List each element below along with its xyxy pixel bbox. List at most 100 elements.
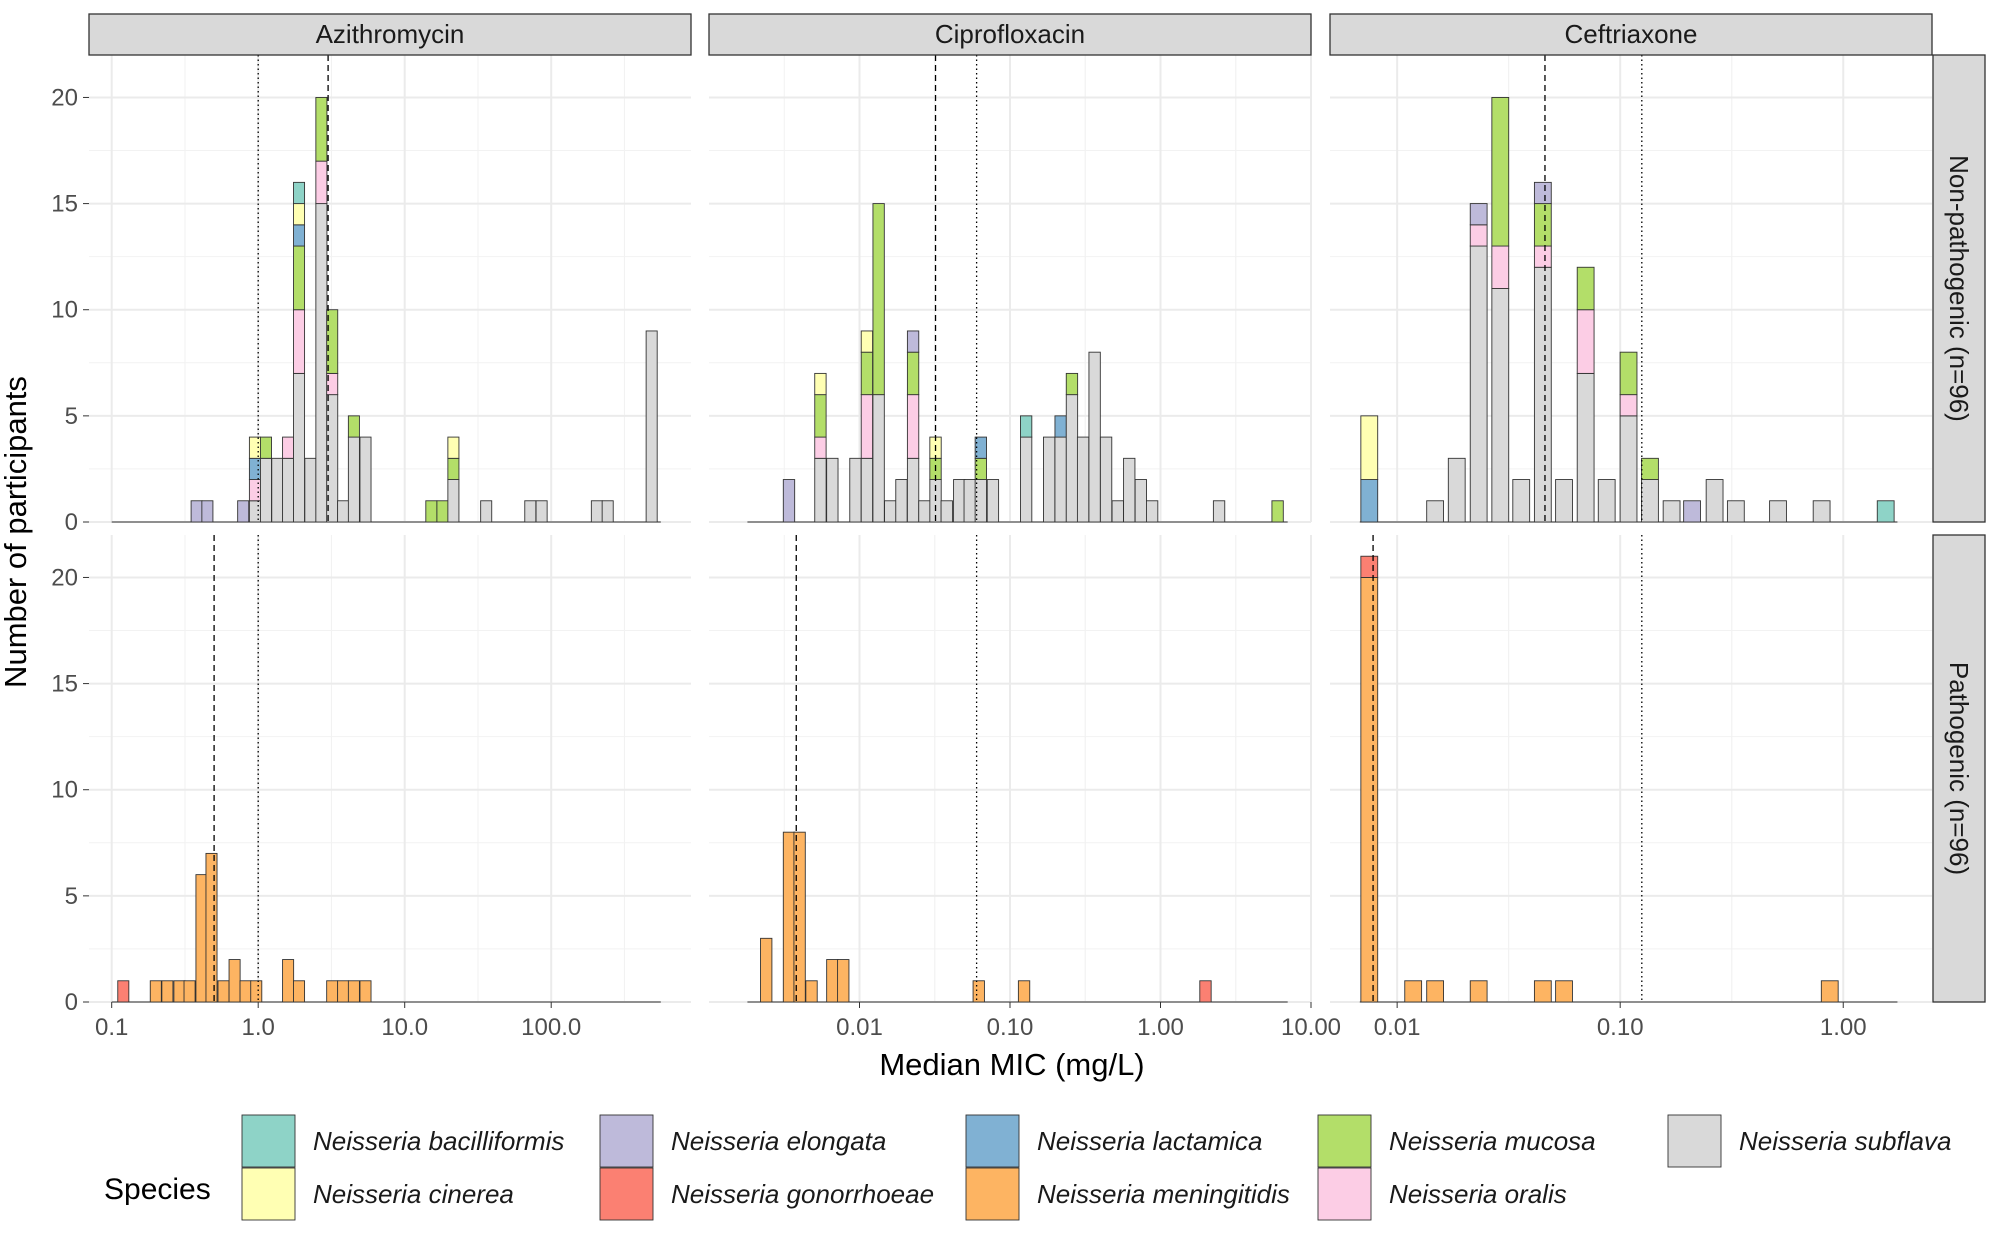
y-tick-label: 15 bbox=[51, 671, 78, 698]
histogram-bar-segment bbox=[1360, 479, 1379, 523]
x-tick-label: 1.0 bbox=[242, 1014, 275, 1041]
histogram-bar-segment bbox=[1812, 500, 1831, 523]
row-strip-label: Pathogenic (n=96) bbox=[1944, 662, 1974, 875]
legend-label: Neisseria cinerea bbox=[313, 1179, 514, 1209]
histogram-bar-segment bbox=[1533, 245, 1552, 268]
histogram-bar-segment bbox=[1447, 457, 1466, 523]
histogram-bar-segment bbox=[315, 203, 328, 523]
legend-item: Neisseria bacilliformis bbox=[241, 1114, 564, 1168]
histogram-bar-segment bbox=[337, 500, 350, 523]
histogram-bar-segment bbox=[782, 831, 796, 1003]
histogram-bar-segment bbox=[161, 980, 174, 1003]
x-tick-label: 1.00 bbox=[1820, 1014, 1867, 1041]
x-tick-label: 1.00 bbox=[1137, 1014, 1184, 1041]
histogram-bar-segment bbox=[895, 479, 908, 523]
histogram-bar-segment bbox=[1054, 415, 1067, 438]
histogram-bar-segment bbox=[282, 436, 295, 459]
histogram-bar-segment bbox=[814, 436, 827, 459]
histogram-bar-segment bbox=[359, 436, 372, 523]
histogram-bar-segment bbox=[1619, 351, 1638, 396]
axis-layer: 0 5 10 15 20 0 5 10 15 20 0.1 1.0 10.0 100.0 0.01 0.10 1… bbox=[51, 84, 1866, 1041]
column-strip-label: Ceftriaxone bbox=[1565, 19, 1698, 49]
y-tick-label: 20 bbox=[51, 84, 78, 111]
y-tick-label: 5 bbox=[65, 883, 78, 910]
histogram-bar-segment bbox=[805, 980, 818, 1003]
column-strip bbox=[1329, 13, 1933, 56]
histogram-bar-segment bbox=[250, 980, 263, 1003]
histogram-bar-segment bbox=[1555, 980, 1573, 1003]
histogram-bar-segment bbox=[940, 500, 953, 523]
histogram-bar-segment bbox=[1491, 288, 1510, 523]
histogram-bar-segment bbox=[1641, 479, 1659, 523]
facet-panel bbox=[1330, 535, 1932, 1003]
histogram-bar-segment bbox=[293, 181, 306, 205]
row-strip-label: Non-pathogenic (n=96) bbox=[1944, 155, 1974, 422]
legend-key bbox=[241, 1114, 296, 1168]
y-tick-label: 0 bbox=[65, 989, 78, 1016]
histogram-bar-segment bbox=[1426, 980, 1444, 1003]
histogram-bar-segment bbox=[293, 224, 306, 247]
legend-item: Neisseria cinerea bbox=[241, 1167, 514, 1221]
histogram-bar-segment bbox=[195, 874, 208, 1003]
facet-panel bbox=[709, 55, 1312, 523]
histogram-bar-segment bbox=[237, 500, 250, 523]
legend-item: Neisseria meningitidis bbox=[965, 1167, 1290, 1221]
histogram-bar-segment bbox=[814, 372, 827, 396]
histogram-bar-segment bbox=[1123, 457, 1136, 523]
legend-item: Neisseria mucosa bbox=[1317, 1114, 1596, 1168]
legend-label: Neisseria lactamica bbox=[1037, 1126, 1262, 1156]
histogram-bar-segment bbox=[1576, 266, 1595, 311]
histogram-bar-segment bbox=[1619, 394, 1638, 417]
y-tick-label: 10 bbox=[51, 297, 78, 324]
histogram-bar-segment bbox=[1491, 245, 1510, 289]
histogram-bar-segment bbox=[1017, 980, 1031, 1003]
legend-title: Species bbox=[104, 1173, 211, 1206]
panel-layer bbox=[89, 55, 1932, 1003]
histogram-bar-segment bbox=[1555, 479, 1573, 523]
histogram-bar-segment bbox=[183, 980, 196, 1003]
histogram-bar-segment bbox=[315, 97, 328, 162]
histogram-bar-segment bbox=[535, 500, 548, 523]
histogram-bar-segment bbox=[1533, 980, 1552, 1003]
histogram-bar-segment bbox=[1199, 980, 1212, 1003]
histogram-bar-segment bbox=[326, 309, 339, 374]
histogram-bar-segment bbox=[1662, 500, 1681, 523]
legend-label: Neisseria elongata bbox=[671, 1126, 886, 1156]
histogram-bar-segment bbox=[190, 500, 203, 523]
histogram-bar-segment bbox=[524, 500, 537, 523]
histogram-bar-segment bbox=[117, 980, 130, 1003]
histogram-bar-segment bbox=[1641, 457, 1659, 480]
histogram-bar-segment bbox=[906, 351, 920, 396]
legend-key bbox=[965, 1114, 1020, 1168]
legend-label: Neisseria gonorrhoeae bbox=[671, 1179, 934, 1209]
row-strip bbox=[1932, 54, 1986, 523]
histogram-bar-segment bbox=[326, 980, 339, 1003]
legend-label: Neisseria mucosa bbox=[1389, 1126, 1596, 1156]
legend-item: Neisseria elongata bbox=[599, 1114, 886, 1168]
histogram-bar-segment bbox=[645, 330, 658, 523]
histogram-bar-segment bbox=[271, 457, 284, 523]
histogram-bar-segment bbox=[1360, 577, 1379, 1003]
histogram-bar-segment bbox=[1076, 436, 1090, 523]
histogram-bar-segment bbox=[1512, 479, 1531, 523]
x-tick-label: 100.0 bbox=[521, 1014, 581, 1041]
histogram-bar-segment bbox=[1683, 500, 1701, 523]
histogram-bar-segment bbox=[1576, 309, 1595, 374]
histogram-bar-segment bbox=[974, 457, 987, 480]
legend: Neisseria bacilliformis Neisseria cinerea… bbox=[241, 1114, 1951, 1221]
histogram-bar-segment bbox=[293, 203, 306, 226]
histogram-bar-segment bbox=[918, 500, 931, 523]
histogram-bar-segment bbox=[760, 937, 773, 1003]
histogram-bar-segment bbox=[293, 245, 306, 311]
histogram-bar-segment bbox=[259, 436, 272, 459]
histogram-bar-segment bbox=[884, 500, 897, 523]
histogram-bar-segment bbox=[1134, 479, 1147, 523]
histogram-bar-segment bbox=[447, 457, 460, 480]
histogram-bar-segment bbox=[1054, 436, 1067, 523]
histogram-bar-segment bbox=[1533, 266, 1552, 523]
histogram-bar-segment bbox=[1360, 415, 1379, 480]
histogram-bar-segment bbox=[359, 980, 372, 1003]
histogram-bar-segment bbox=[304, 457, 317, 523]
y-tick-label: 15 bbox=[51, 191, 78, 218]
x-tick-label: 0.1 bbox=[95, 1014, 128, 1041]
